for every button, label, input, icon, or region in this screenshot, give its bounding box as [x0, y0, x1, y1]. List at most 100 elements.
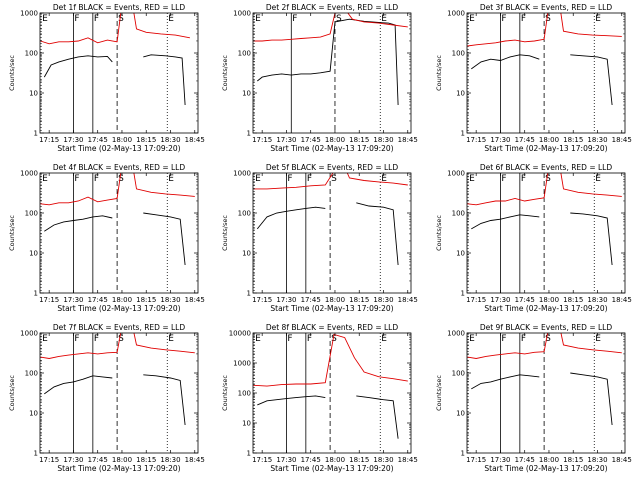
x-tick-label: 18:00	[325, 136, 345, 144]
x-axis-label: Start Time (02-May-13 17:09:20)	[484, 464, 607, 473]
y-tick-label: 1	[247, 130, 251, 138]
y-tick-label: 1	[34, 130, 38, 138]
marker-label: E	[42, 174, 48, 184]
chart-panel: E F F S E 17:15 17:30 17:45 18:00 18:15 18:30 18:45…	[221, 163, 418, 313]
series-line-events	[471, 54, 540, 70]
series-line-events	[356, 395, 399, 439]
y-tick-label: 1	[34, 450, 38, 458]
y-tick-label: 100	[452, 50, 465, 58]
marker-label: F	[292, 14, 297, 24]
y-tick-label: 1000	[233, 10, 251, 18]
x-tick-label: 17:45	[515, 456, 535, 464]
y-tick-label: 1000	[20, 170, 38, 178]
x-tick-label: 18:45	[612, 456, 632, 464]
series-line-events	[471, 374, 540, 390]
marker-label: E	[168, 14, 174, 24]
x-axis-label: Start Time (02-May-13 17:09:20)	[57, 144, 180, 153]
x-tick-label: 18:15	[563, 296, 583, 304]
x-tick-label: 18:45	[612, 296, 632, 304]
series-line-events	[257, 395, 326, 406]
x-tick-label: 18:15	[136, 136, 156, 144]
x-tick-label: 17:15	[466, 456, 486, 464]
x-tick-label: 18:15	[563, 456, 583, 464]
y-tick-label: 1000	[233, 360, 251, 368]
marker-label: S	[118, 334, 124, 344]
y-tick-label: 1	[461, 290, 465, 298]
chart-panel: E F F S E 17:15 17:30 17:45 18:00 18:15 18:30 18:45…	[435, 163, 632, 313]
chart-title: Det 1f BLACK = Events, RED = LLD	[53, 3, 186, 12]
series-line-lld	[253, 173, 408, 190]
y-axis-label: Counts/sec	[221, 215, 229, 251]
y-axis-label: Counts/sec	[8, 55, 16, 91]
y-tick-label: 10	[29, 410, 38, 418]
marker-label: F	[287, 174, 292, 184]
x-tick-label: 18:15	[563, 136, 583, 144]
marker-label: F	[501, 334, 506, 344]
x-tick-label: 18:00	[539, 456, 559, 464]
y-tick-label: 1000	[447, 330, 465, 338]
y-tick-label: 1000	[20, 330, 38, 338]
y-tick-label: 100	[25, 370, 38, 378]
y-axis-label: Counts/sec	[435, 215, 443, 251]
x-tick-label: 17:15	[39, 456, 59, 464]
y-tick-label: 1	[461, 450, 465, 458]
plot-frame	[466, 12, 626, 134]
marker-label: E	[595, 174, 601, 184]
chart-title: Det 3f BLACK = Events, RED = LLD	[480, 3, 613, 12]
marker-label: F	[521, 14, 526, 24]
series-line-events	[43, 55, 113, 78]
marker-label: E	[595, 14, 601, 24]
y-tick-label: 10	[29, 250, 38, 258]
y-tick-label: 10	[242, 90, 251, 98]
y-tick-label: 100	[452, 210, 465, 218]
series-line-events	[44, 215, 113, 232]
marker-label: S	[118, 14, 124, 24]
x-tick-label: 17:45	[301, 296, 321, 304]
x-tick-label: 18:15	[349, 296, 369, 304]
x-tick-label: 17:45	[301, 456, 321, 464]
marker-label: E	[255, 174, 261, 184]
x-tick-label: 18:30	[587, 136, 607, 144]
y-tick-label: 100	[238, 390, 251, 398]
x-axis-label: Start Time (02-May-13 17:09:20)	[57, 304, 180, 313]
x-tick-label: 17:30	[63, 456, 83, 464]
chart-title: Det 7f BLACK = Events, RED = LLD	[53, 323, 186, 332]
x-tick-label: 18:15	[136, 456, 156, 464]
series-line-lld	[40, 333, 195, 359]
x-tick-label: 18:30	[587, 296, 607, 304]
y-tick-label: 100	[238, 50, 251, 58]
x-tick-label: 17:30	[63, 136, 83, 144]
y-axis-label: Counts/sec	[435, 55, 443, 91]
marker-label: F	[94, 334, 99, 344]
marker-label: F	[94, 14, 99, 24]
x-tick-label: 18:45	[185, 296, 205, 304]
x-tick-label: 17:30	[63, 296, 83, 304]
chart-title: Det 4f BLACK = Events, RED = LLD	[53, 163, 186, 172]
chart-title: Det 8f BLACK = Events, RED = LLD	[266, 323, 399, 332]
x-axis-label: Start Time (02-May-13 17:09:20)	[57, 464, 180, 473]
x-tick-label: 18:30	[160, 136, 180, 144]
series-line-lld	[40, 173, 195, 206]
marker-label: E	[381, 174, 387, 184]
plot-frame	[466, 332, 626, 454]
marker-label: F	[74, 14, 79, 24]
y-tick-label: 1	[461, 130, 465, 138]
marker-label: F	[501, 174, 506, 184]
x-tick-label: 17:15	[252, 296, 272, 304]
marker-label: E	[381, 334, 387, 344]
series-line-events	[256, 206, 326, 230]
x-tick-label: 17:45	[301, 136, 321, 144]
x-tick-label: 17:45	[515, 296, 535, 304]
x-tick-label: 17:45	[515, 136, 535, 144]
x-tick-label: 17:30	[276, 456, 296, 464]
x-tick-label: 17:15	[252, 456, 272, 464]
x-tick-label: 18:00	[325, 456, 345, 464]
x-tick-label: 18:30	[373, 456, 393, 464]
marker-label: S	[331, 334, 337, 344]
x-tick-label: 18:30	[373, 296, 393, 304]
x-tick-label: 17:30	[276, 296, 296, 304]
y-tick-label: 100	[25, 210, 38, 218]
y-axis-label: Counts/sec	[8, 375, 16, 411]
x-axis-label: Start Time (02-May-13 17:09:20)	[484, 144, 607, 153]
